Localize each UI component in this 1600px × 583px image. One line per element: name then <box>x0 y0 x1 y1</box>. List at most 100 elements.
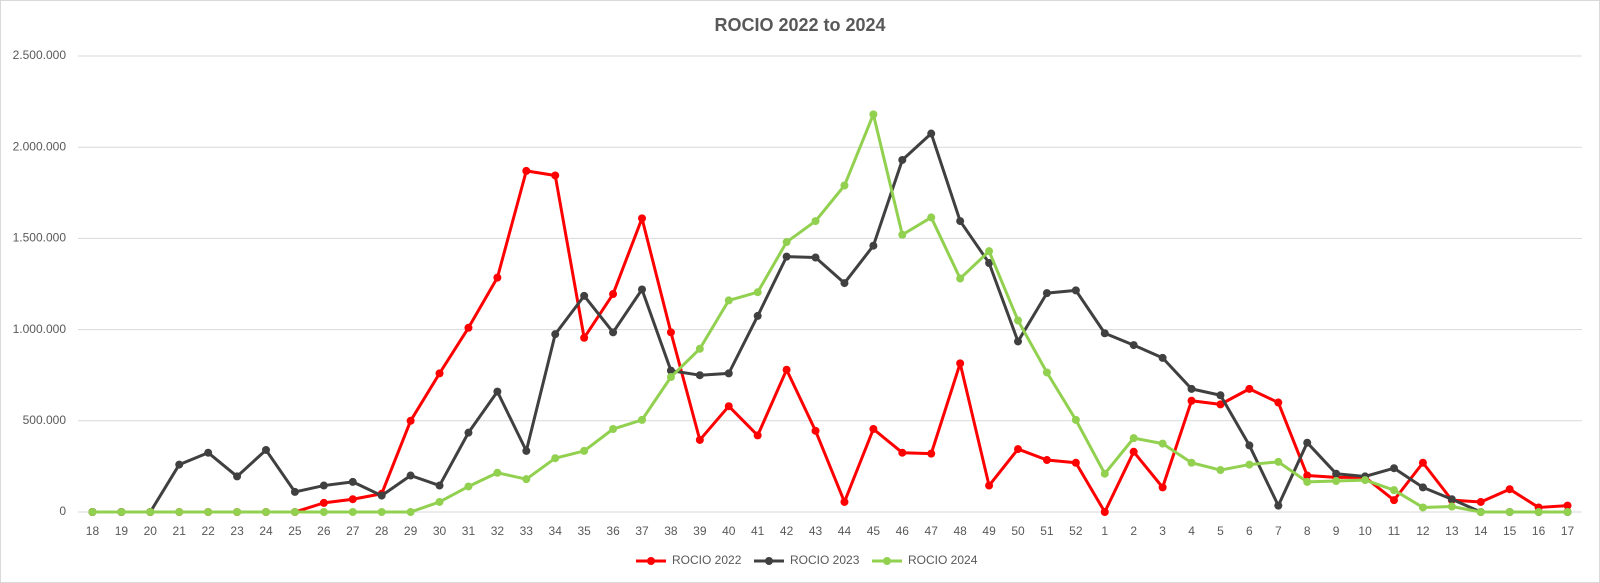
data-point <box>319 498 328 507</box>
data-point <box>1303 477 1312 486</box>
x-tick-label: 5 <box>1217 524 1224 538</box>
x-tick-label: 21 <box>173 524 187 538</box>
data-point <box>1245 460 1254 469</box>
x-tick-label: 18 <box>86 524 100 538</box>
x-tick-label: 34 <box>549 524 563 538</box>
data-point <box>695 371 704 380</box>
data-point <box>638 415 646 424</box>
data-point <box>1390 464 1398 473</box>
data-point <box>88 508 97 516</box>
data-point <box>290 487 299 496</box>
x-tick-label: 20 <box>144 524 158 538</box>
y-tick-label: 0 <box>59 504 66 518</box>
series-line <box>92 169 1568 514</box>
data-point <box>1216 400 1225 409</box>
data-point <box>1390 496 1398 505</box>
x-tick-label: 44 <box>838 524 852 538</box>
data-point <box>840 497 849 506</box>
data-point <box>1014 337 1022 346</box>
data-point <box>319 481 328 490</box>
data-point <box>638 214 646 223</box>
x-tick-label: 42 <box>780 524 794 538</box>
data-point <box>1563 501 1572 510</box>
data-point <box>493 387 502 396</box>
x-tick-label: 49 <box>982 524 996 538</box>
data-point <box>493 273 502 282</box>
x-tick-label: 11 <box>1388 524 1401 538</box>
data-point <box>1418 503 1427 512</box>
legend-marker <box>765 557 773 565</box>
data-point <box>1129 447 1138 456</box>
data-point <box>522 475 531 484</box>
x-tick-label: 8 <box>1304 524 1311 538</box>
data-point <box>898 448 907 457</box>
data-point <box>1447 502 1456 511</box>
x-tick-label: 25 <box>288 524 302 538</box>
data-point <box>175 460 184 469</box>
data-point <box>319 508 328 516</box>
x-tick-label: 15 <box>1503 524 1517 538</box>
x-tick-label: 43 <box>809 524 823 538</box>
data-point <box>175 508 184 516</box>
data-point <box>1505 485 1514 494</box>
data-point <box>1534 508 1543 516</box>
data-point <box>204 448 213 457</box>
data-point <box>1100 469 1109 478</box>
data-point <box>869 425 878 434</box>
data-point <box>666 366 675 375</box>
data-point <box>262 508 270 516</box>
data-point <box>435 481 444 490</box>
data-point <box>695 435 704 444</box>
x-tick-label: 33 <box>520 524 534 538</box>
data-point <box>609 328 618 337</box>
data-point <box>1187 458 1196 467</box>
data-point <box>753 311 762 320</box>
legend-label: ROCIO 2023 <box>790 553 860 567</box>
data-point <box>898 230 907 239</box>
x-tick-label: 46 <box>896 524 910 538</box>
data-point <box>609 425 618 434</box>
x-tick-label: 6 <box>1246 524 1253 538</box>
data-point <box>1245 384 1254 393</box>
data-point <box>811 426 820 435</box>
x-tick-label: 17 <box>1561 524 1575 538</box>
y-tick-label: 2.000.000 <box>13 139 67 153</box>
x-tick-label: 16 <box>1532 524 1546 538</box>
data-point <box>233 472 242 481</box>
data-point <box>377 508 386 516</box>
data-point <box>551 454 560 463</box>
x-tick-label: 13 <box>1445 524 1459 538</box>
data-point <box>1303 471 1312 480</box>
x-tick-label: 26 <box>317 524 331 538</box>
data-point <box>348 495 357 504</box>
x-tick-label: 22 <box>201 524 215 538</box>
data-point <box>1332 476 1341 485</box>
data-point <box>1187 396 1196 405</box>
data-point <box>840 279 849 288</box>
data-point <box>1014 316 1022 325</box>
data-point <box>1071 286 1080 295</box>
data-point <box>1042 456 1051 465</box>
x-tick-label: 45 <box>867 524 881 538</box>
y-tick-label: 1.500.000 <box>13 231 67 245</box>
data-point <box>840 181 849 190</box>
data-point <box>1158 353 1167 362</box>
data-point <box>1361 476 1370 485</box>
data-point <box>724 369 733 378</box>
data-point <box>290 508 299 516</box>
x-tick-label: 32 <box>491 524 505 538</box>
x-tick-label: 39 <box>693 524 707 538</box>
data-point <box>1100 508 1109 516</box>
x-tick-label: 41 <box>751 524 765 538</box>
data-point <box>406 416 415 425</box>
x-tick-label: 37 <box>635 524 649 538</box>
x-tick-label: 52 <box>1069 524 1083 538</box>
data-point <box>1418 458 1427 467</box>
legend-label: ROCIO 2022 <box>672 553 742 567</box>
data-point <box>348 508 357 516</box>
data-point <box>782 252 791 261</box>
data-point <box>233 508 242 516</box>
x-tick-label: 48 <box>953 524 967 538</box>
x-tick-label: 35 <box>577 524 591 538</box>
